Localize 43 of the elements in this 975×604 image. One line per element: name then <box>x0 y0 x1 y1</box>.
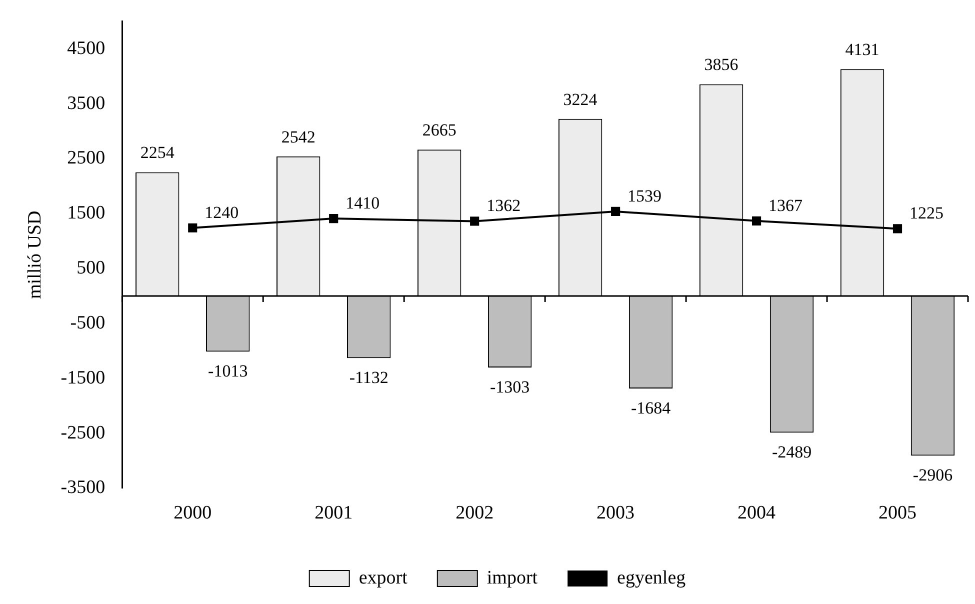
legend-label: egyenleg <box>617 567 686 588</box>
y-tick-label: -1500 <box>60 367 106 388</box>
point <box>470 216 480 226</box>
point <box>892 224 902 234</box>
data-label: 3224 <box>563 90 598 109</box>
y-tick-label: -3500 <box>60 477 106 498</box>
data-label: -2906 <box>912 466 953 485</box>
y-axis-title: millió USD <box>24 210 46 299</box>
y-tick-label: 4500 <box>67 38 106 59</box>
point <box>188 223 198 232</box>
y-tick-label: 1500 <box>67 202 106 224</box>
data-label: 4131 <box>845 40 880 60</box>
data-label: 1240 <box>204 202 239 222</box>
data-label: 2254 <box>140 143 175 162</box>
point <box>329 214 338 224</box>
data-label: -2489 <box>772 442 812 462</box>
legend-label: export <box>358 567 408 588</box>
x-tick-label: 2004 <box>738 502 776 524</box>
data-label: 1362 <box>486 196 521 216</box>
point <box>752 216 762 226</box>
legend-label: import <box>486 567 538 588</box>
x-tick-label: 2001 <box>314 502 353 524</box>
data-label: -1013 <box>208 362 248 381</box>
x-tick-label: 2005 <box>878 502 917 524</box>
x-tick-label: 2003 <box>596 502 635 524</box>
data-label: 1367 <box>768 196 804 215</box>
y-tick-label: -2500 <box>60 422 106 444</box>
y-tick-label: 2500 <box>67 148 106 169</box>
data-label: -1303 <box>490 378 530 397</box>
y-tick-label: 3500 <box>67 92 106 114</box>
x-tick-label: 2002 <box>456 502 494 524</box>
y-tick-label: 500 <box>76 258 106 279</box>
data-label: -1684 <box>630 398 672 418</box>
data-label: 2665 <box>422 120 456 140</box>
data-label: 1539 <box>628 186 662 206</box>
x-tick-label: 2000 <box>174 502 212 524</box>
data-label: 1225 <box>910 204 944 223</box>
point <box>611 206 620 216</box>
data-label: 3856 <box>704 55 738 74</box>
data-label: -1132 <box>349 368 388 388</box>
y-tick-label: -500 <box>70 312 106 334</box>
data-label: 1410 <box>346 194 380 213</box>
data-label: 2542 <box>281 127 316 146</box>
